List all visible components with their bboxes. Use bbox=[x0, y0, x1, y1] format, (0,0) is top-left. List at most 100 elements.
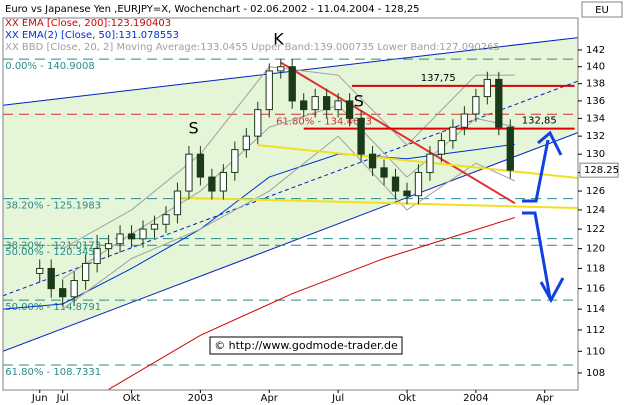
arrow bbox=[522, 139, 550, 203]
candle-body bbox=[460, 113, 469, 128]
candle-body bbox=[139, 228, 147, 240]
candle-body bbox=[449, 126, 457, 142]
plot-border bbox=[2, 17, 579, 391]
pattern-label: S bbox=[354, 91, 364, 110]
candle-body bbox=[277, 66, 285, 72]
candle-body bbox=[231, 149, 239, 173]
candle-body bbox=[173, 190, 182, 216]
x-tick-label: Okt bbox=[398, 393, 416, 404]
y-tick-label: 136 bbox=[586, 96, 605, 107]
fib-label: 61.80% - 134.4683 bbox=[276, 116, 372, 127]
candle-body bbox=[380, 167, 388, 178]
candle-body bbox=[472, 96, 480, 115]
y-tick-label: 138 bbox=[586, 79, 605, 90]
fib-label: 38.20% - 125.1983 bbox=[5, 201, 101, 212]
candle-body bbox=[208, 176, 216, 192]
trendline bbox=[177, 196, 578, 210]
copyright: © http://www.godmode-trader.de bbox=[214, 339, 398, 352]
fib-label: 61.80% - 108.7331 bbox=[5, 367, 101, 378]
x-tick-label: 2003 bbox=[188, 393, 213, 404]
y-tick-label: 118 bbox=[586, 263, 605, 274]
candle-body bbox=[403, 190, 411, 197]
trendline bbox=[280, 61, 516, 205]
channel-fill bbox=[3, 37, 578, 352]
y-tick-label: 114 bbox=[586, 304, 605, 315]
candle-body bbox=[345, 100, 354, 119]
y-tick-label: 134 bbox=[586, 113, 605, 124]
candle-body bbox=[150, 223, 159, 230]
candle-body bbox=[127, 233, 136, 240]
legend-entry: XX BBD [Close, 20, 2] Moving Average:133… bbox=[5, 42, 500, 53]
candle-body bbox=[288, 66, 296, 102]
candle-body bbox=[391, 176, 400, 192]
y-tick-label: 140 bbox=[586, 62, 605, 73]
candle-body bbox=[300, 100, 308, 111]
pattern-label: S bbox=[188, 119, 198, 138]
overlay: 1081101121141161181201221241261281301321… bbox=[5, 1, 623, 404]
y-tick-label: 120 bbox=[586, 244, 605, 255]
candle-body bbox=[495, 78, 503, 128]
candle-body bbox=[506, 126, 514, 171]
y-tick-label: 142 bbox=[586, 45, 605, 56]
fib-label: 38.20% - 121.0173 bbox=[5, 241, 101, 252]
y-tick-label: 112 bbox=[586, 325, 605, 336]
candle-body bbox=[196, 153, 205, 178]
x-tick-label: Okt bbox=[123, 393, 141, 404]
resistance-label: 137,75 bbox=[421, 73, 456, 84]
price-tag bbox=[579, 162, 619, 178]
indicator-line bbox=[108, 217, 516, 390]
candle-body bbox=[93, 248, 101, 264]
fib-label: 50.00% - 114.8791 bbox=[5, 302, 101, 313]
arrow-head bbox=[537, 130, 563, 156]
y-tick-label: 116 bbox=[586, 284, 605, 295]
y-tick-label: 132 bbox=[586, 131, 605, 142]
price-tag-label: 128.25 bbox=[584, 165, 619, 176]
fib-label: 50.00% - 120.345 bbox=[5, 247, 94, 258]
candle-body bbox=[368, 153, 377, 169]
candle-body bbox=[254, 109, 262, 137]
y-tick-label: 108 bbox=[586, 368, 605, 379]
candle-body bbox=[414, 171, 423, 197]
y-tick-label: 110 bbox=[586, 346, 605, 357]
pattern-label: K bbox=[273, 30, 284, 49]
candle-body bbox=[426, 153, 434, 173]
plot-area: 0.00% - 140.9008 61.80% - 134.4683 38.20% … bbox=[3, 30, 578, 390]
symbol-box bbox=[581, 1, 623, 18]
copyright-box bbox=[209, 336, 403, 355]
chart-title: Euro vs Japanese Yen ,EURJPY=X, Wochench… bbox=[5, 4, 420, 15]
x-tick-label: Jul bbox=[331, 393, 344, 404]
x-tick-label: Jun bbox=[31, 393, 48, 404]
candle-body bbox=[185, 153, 193, 192]
arrow bbox=[522, 211, 552, 299]
candle-body bbox=[334, 100, 342, 111]
y-tick-label: 124 bbox=[586, 205, 605, 216]
candle-body bbox=[70, 280, 78, 298]
candle-body bbox=[311, 96, 319, 111]
candle-body bbox=[36, 267, 44, 274]
y-tick-label: 130 bbox=[586, 149, 605, 160]
candle-body bbox=[162, 214, 170, 225]
x-tick-label: Jul bbox=[56, 393, 69, 404]
candle-body bbox=[116, 233, 124, 245]
candle-body bbox=[219, 171, 228, 192]
legend-entry: XX EMA [Close, 200]:123.190403 bbox=[5, 18, 171, 29]
candle-body bbox=[357, 117, 365, 155]
candle-body bbox=[437, 140, 446, 155]
candle-body bbox=[242, 135, 250, 151]
y-tick-label: 126 bbox=[586, 186, 605, 197]
candle-body bbox=[483, 78, 491, 98]
resistance-label: 132,85 bbox=[522, 116, 557, 127]
candle-body bbox=[47, 267, 55, 290]
arrow-head bbox=[539, 277, 565, 304]
x-tick-label: Apr bbox=[536, 393, 554, 404]
fib-label: 0.00% - 140.9008 bbox=[5, 61, 94, 72]
candle-body bbox=[59, 288, 67, 298]
candle-body bbox=[104, 243, 113, 250]
x-tick-label: 2004 bbox=[463, 393, 488, 404]
candle-body bbox=[81, 262, 90, 282]
channel-line bbox=[3, 80, 578, 297]
symbol: EU bbox=[595, 5, 609, 16]
candle-body bbox=[265, 70, 273, 111]
x-tick-label: Apr bbox=[261, 393, 279, 404]
